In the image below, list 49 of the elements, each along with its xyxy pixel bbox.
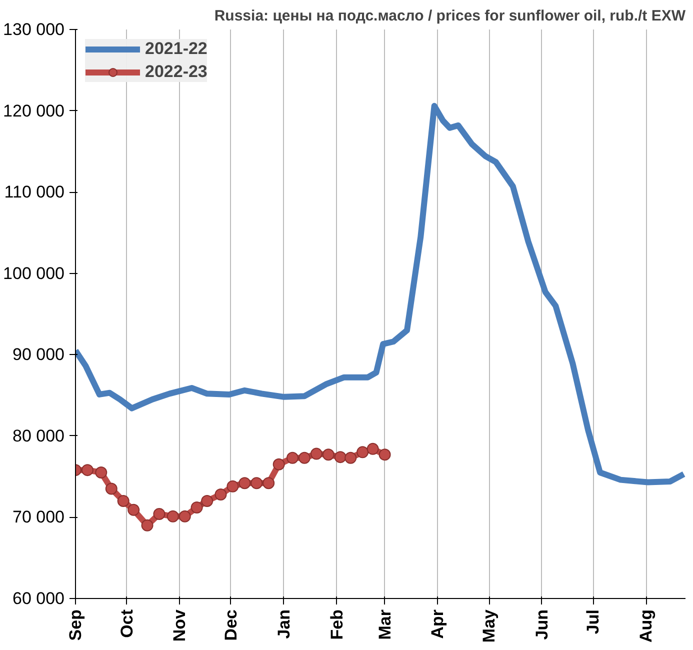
x-tick-label: Oct	[117, 609, 136, 638]
x-tick-label: Aug	[636, 610, 656, 643]
legend-label: 2022-23	[145, 62, 208, 82]
y-tick-label: 110 000	[4, 182, 65, 202]
point	[117, 494, 130, 507]
point	[310, 448, 322, 460]
point	[344, 452, 357, 464]
y-tick-label: 100 000	[3, 264, 64, 283]
y-tick-label: 90 000	[12, 345, 65, 364]
x-tick-label: Mar	[375, 609, 394, 640]
y-tick-label: 80 000	[12, 426, 65, 446]
chart-title: Russia: цены на подс.масло / prices for sunflower oil, rub./t EXW	[214, 8, 686, 24]
point	[238, 477, 251, 490]
point	[128, 504, 140, 516]
point	[250, 477, 263, 490]
x-tick-label: Apr	[428, 609, 448, 639]
point	[378, 448, 391, 461]
point	[166, 510, 179, 522]
x-tick-label: Nov	[170, 608, 190, 642]
x-tick-label: Jan	[274, 609, 294, 639]
point	[153, 508, 166, 520]
x-tick-label: Dec	[221, 610, 240, 641]
point	[322, 448, 334, 461]
point	[366, 442, 379, 455]
legend-label: 2021-22	[145, 39, 208, 59]
point	[95, 466, 108, 478]
point	[178, 510, 191, 522]
x-tick-label: Sep	[66, 609, 85, 641]
x-tick-label: Jul	[584, 610, 603, 634]
point	[286, 452, 299, 464]
point	[298, 452, 310, 464]
point	[190, 501, 203, 514]
y-tick-label: 130 000	[3, 20, 64, 39]
y-tick-label: 60 000	[12, 589, 65, 608]
x-tick-label: Feb	[327, 609, 346, 640]
point	[262, 477, 275, 490]
point	[201, 494, 214, 507]
point	[214, 488, 227, 500]
point	[334, 451, 346, 464]
point	[226, 480, 239, 492]
point	[272, 458, 285, 470]
point	[141, 519, 154, 532]
y-tick-label: 120 000	[3, 101, 64, 120]
point	[105, 482, 118, 495]
point	[356, 446, 369, 458]
point	[81, 464, 94, 476]
x-tick-label: May	[480, 608, 498, 643]
y-tick-label: 70 000	[12, 508, 65, 527]
x-tick-label: Jun	[532, 609, 552, 640]
